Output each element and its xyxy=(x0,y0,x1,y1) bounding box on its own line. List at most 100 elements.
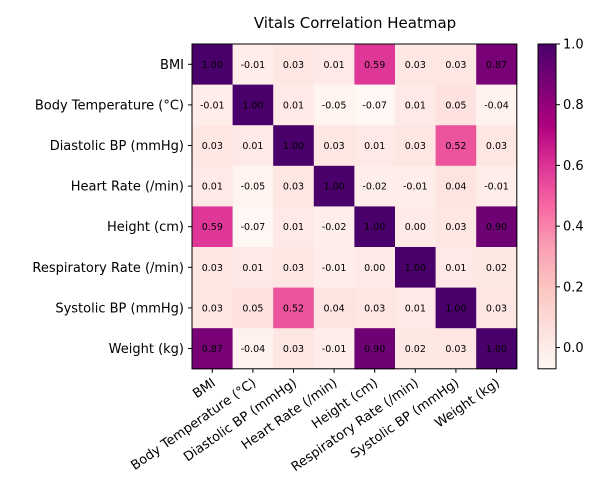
heatmap-cell-value: 0.02 xyxy=(486,263,507,274)
heatmap-cell xyxy=(313,206,355,248)
heatmap-cell xyxy=(435,287,477,329)
heatmap-cell-value: -0.04 xyxy=(241,344,266,355)
heatmap-cell-value: 0.52 xyxy=(283,303,304,314)
heatmap-cell-value: 0.03 xyxy=(405,141,426,152)
heatmap-cell xyxy=(354,125,396,167)
colorbar xyxy=(537,43,557,370)
x-tick-label: BMI xyxy=(190,376,218,402)
heatmap-cell xyxy=(354,247,396,289)
heatmap-cell-value: 0.00 xyxy=(405,222,426,233)
heatmap-cell xyxy=(395,328,437,370)
heatmap-cell-value: -0.01 xyxy=(484,182,509,193)
heatmap-cell xyxy=(192,247,234,289)
heatmap-cell-value: 0.59 xyxy=(364,60,385,71)
colorbar-tick-label: 0.8 xyxy=(563,98,584,113)
heatmap-cell-value: 0.03 xyxy=(324,141,345,152)
colorbar-tick-label: 0.2 xyxy=(563,280,584,295)
heatmap-cell-value: 0.59 xyxy=(202,222,223,233)
heatmap-cell xyxy=(273,328,315,370)
heatmap-cell xyxy=(435,84,477,126)
colorbar-ticks: 0.0 0.2 0.4 0.6 0.8 1.0 xyxy=(556,38,584,356)
heatmap-cell xyxy=(273,84,315,126)
heatmap-cell-value: -0.01 xyxy=(403,182,428,193)
y-tick-label: Systolic BP (mmHg) xyxy=(55,301,184,316)
heatmap-cell xyxy=(476,247,518,289)
heatmap-cell-value: 0.01 xyxy=(283,100,304,111)
heatmap-cell-value: 1.00 xyxy=(242,100,263,111)
heatmap-cell-value: -0.01 xyxy=(322,263,347,274)
y-tick-label: Respiratory Rate (/min) xyxy=(32,261,184,276)
heatmap-cell xyxy=(192,165,234,207)
heatmap-cell-value: 0.03 xyxy=(364,303,385,314)
heatmap-cell-value: 0.90 xyxy=(486,222,507,233)
heatmap-cell xyxy=(395,125,437,167)
heatmap-cell-value: 0.01 xyxy=(324,60,345,71)
heatmap-cell xyxy=(232,247,274,289)
y-tick-label: Weight (kg) xyxy=(109,342,184,357)
heatmap-cell-value: 0.05 xyxy=(242,303,263,314)
heatmap-cell xyxy=(273,247,315,289)
heatmap-cell xyxy=(476,328,518,370)
heatmap-cell xyxy=(354,84,396,126)
heatmap-cell-value: 0.03 xyxy=(486,141,507,152)
heatmap-cell-labels: 1.00 -0.01 0.03 0.01 0.59 0.03 0.03 0.87 -0.01 1.… xyxy=(200,60,509,355)
heatmap-cell xyxy=(273,287,315,329)
heatmap-cell xyxy=(395,165,437,207)
heatmap-cell-value: 0.04 xyxy=(445,182,466,193)
heatmap-cell xyxy=(192,287,234,329)
colorbar-tick-label: 1.0 xyxy=(563,38,584,53)
heatmap-cell xyxy=(435,247,477,289)
heatmap-cell-value: 0.03 xyxy=(445,222,466,233)
heatmap-cell-value: 0.01 xyxy=(242,141,263,152)
heatmap-cell-value: 0.52 xyxy=(445,141,466,152)
heatmap-cell xyxy=(313,247,355,289)
colorbar-tick-label: 0.6 xyxy=(563,159,584,174)
heatmap-cell-value: 0.90 xyxy=(364,344,385,355)
heatmap-cell xyxy=(313,165,355,207)
heatmap-cell-value: 0.01 xyxy=(364,141,385,152)
heatmap-cell xyxy=(476,287,518,329)
heatmap-cell xyxy=(476,44,518,86)
heatmap-cell xyxy=(232,165,274,207)
heatmap-cell-value: 0.87 xyxy=(202,344,223,355)
heatmap-cell xyxy=(273,206,315,248)
heatmap-cell xyxy=(192,206,234,248)
heatmap-cell-value: -0.04 xyxy=(484,100,509,111)
heatmap-cell xyxy=(192,84,234,126)
heatmap-cell-value: 0.04 xyxy=(324,303,345,314)
heatmap-cell xyxy=(476,165,518,207)
heatmap-cell-value: -0.05 xyxy=(241,182,266,193)
heatmap-cell xyxy=(313,328,355,370)
y-tick-label: BMI xyxy=(160,58,184,73)
heatmap-cell-value: 0.01 xyxy=(242,263,263,274)
heatmap-cell-value: 0.03 xyxy=(283,344,304,355)
heatmap-cell-value: -0.05 xyxy=(322,100,347,111)
heatmap-cell-value: 0.01 xyxy=(405,303,426,314)
heatmap-cell-value: 0.03 xyxy=(486,303,507,314)
heatmap-cell-value: -0.07 xyxy=(241,222,266,233)
heatmap-cell xyxy=(395,247,437,289)
heatmap-cell xyxy=(354,165,396,207)
heatmap-cell xyxy=(395,44,437,86)
heatmap-cell-value: 0.03 xyxy=(405,60,426,71)
heatmap-cell xyxy=(273,44,315,86)
heatmap-cell xyxy=(273,165,315,207)
heatmap-cell-value: 0.03 xyxy=(283,60,304,71)
heatmap-cell-value: 0.03 xyxy=(283,182,304,193)
y-axis-ticks: BMI Body Temperature (°C) Diastolic BP (mm… xyxy=(32,58,192,357)
heatmap-cell xyxy=(313,125,355,167)
heatmap-cell-value: 0.01 xyxy=(202,182,223,193)
y-tick-label: Heart Rate (/min) xyxy=(71,180,184,195)
heatmap-cell xyxy=(395,84,437,126)
y-tick-label: Body Temperature (°C) xyxy=(35,98,184,113)
heatmap-cell xyxy=(273,125,315,167)
heatmap-cell xyxy=(354,328,396,370)
heatmap-cell xyxy=(435,165,477,207)
heatmap-cell-value: 0.03 xyxy=(445,60,466,71)
heatmap-cell xyxy=(354,287,396,329)
heatmap-cell-value: 0.01 xyxy=(405,100,426,111)
heatmap-cell-value: -0.02 xyxy=(322,222,347,233)
heatmap-cell xyxy=(354,44,396,86)
